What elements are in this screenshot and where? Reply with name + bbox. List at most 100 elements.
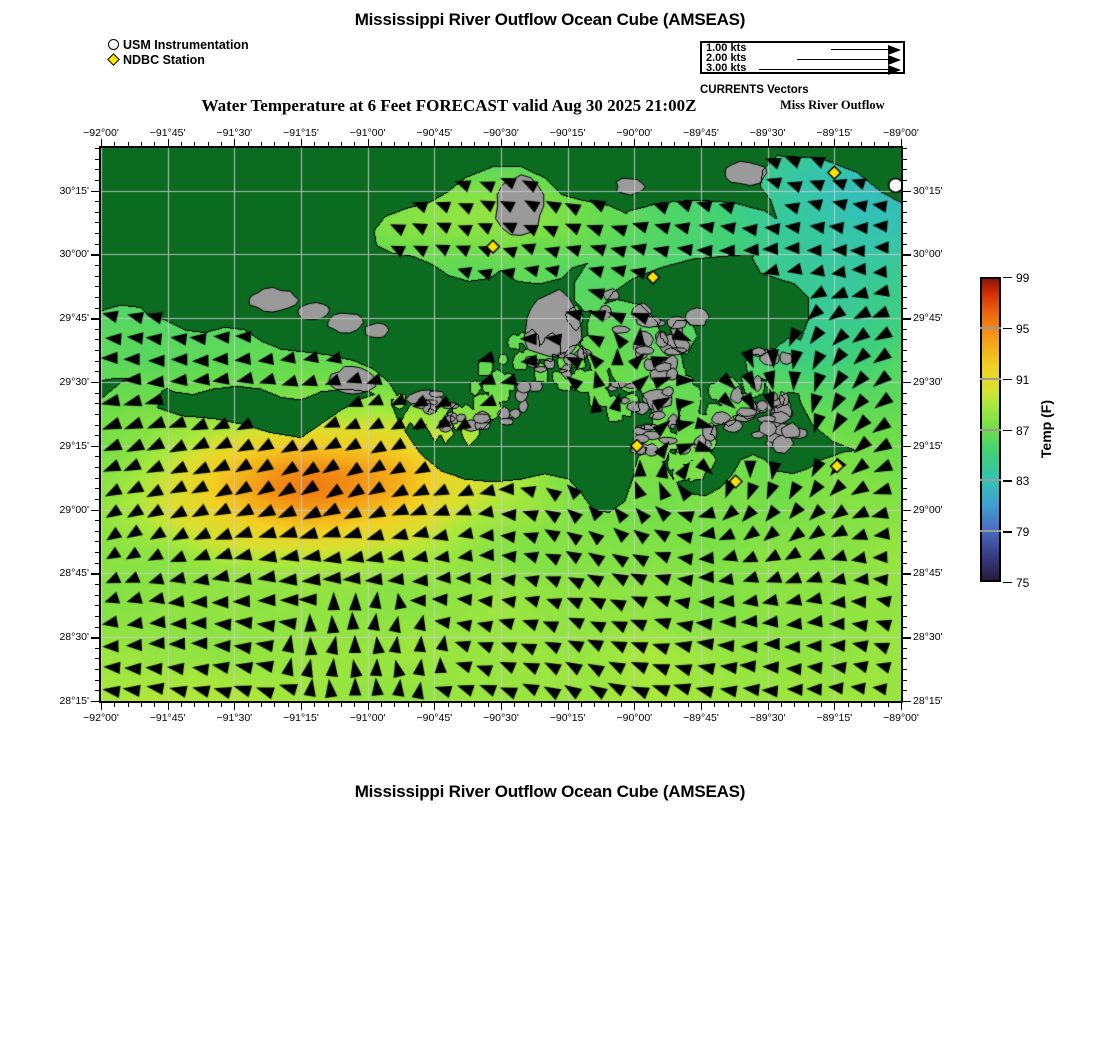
axis-tick (247, 703, 249, 707)
axis-tick (154, 703, 156, 707)
axis-tick (727, 142, 729, 146)
axis-tick (807, 142, 809, 146)
colorbar-tick-label: 79 (1016, 525, 1030, 540)
axis-tick (903, 392, 907, 394)
vector-head-1 (888, 44, 901, 55)
axis-tick (754, 142, 756, 146)
axis-tick (554, 703, 556, 707)
axis-tick (554, 142, 556, 146)
axis-tick (381, 142, 382, 146)
axis-tick (274, 703, 276, 707)
axis-tick (127, 142, 129, 146)
axis-tick (714, 703, 716, 707)
y-axis-tick-label: 30°00' (913, 248, 943, 261)
axis-tick (207, 142, 209, 146)
axis-tick (95, 148, 99, 150)
axis-tick (847, 703, 849, 707)
axis-tick (394, 703, 396, 707)
vector-scale-row-3: 3.00 kts (702, 63, 903, 75)
x-axis-tick-label: −91°15' (283, 127, 319, 139)
axis-tick (434, 703, 436, 710)
x-axis-tick-label: −91°15' (283, 712, 319, 724)
axis-tick (95, 605, 99, 607)
axis-tick (421, 703, 422, 707)
y-axis-tick-label: 29°15' (59, 439, 89, 452)
axis-tick (95, 403, 99, 405)
axis-tick (127, 703, 129, 707)
axis-tick (91, 381, 99, 384)
axis-tick (95, 211, 99, 213)
axis-tick (314, 703, 316, 707)
axis-tick (607, 142, 609, 146)
axis-tick (181, 142, 182, 146)
axis-tick (91, 190, 99, 192)
vector-scale-row-2: 2.00 kts (702, 52, 903, 65)
axis-tick (95, 350, 99, 352)
axis-tick (95, 222, 99, 224)
axis-tick (903, 552, 907, 554)
axis-tick (581, 142, 582, 146)
axis-tick (903, 190, 911, 192)
axis-tick (95, 179, 99, 181)
axis-tick (903, 403, 907, 405)
currents-vector-caption: CURRENTS Vectors (700, 84, 809, 96)
axis-tick (367, 139, 369, 146)
colorbar-tick (1003, 582, 1012, 584)
axis-tick (903, 498, 907, 500)
axis-tick (901, 139, 902, 146)
axis-tick (903, 169, 907, 171)
axis-tick (95, 679, 99, 681)
axis-tick (407, 703, 409, 707)
axis-tick (903, 307, 907, 309)
bottom-caption: Mississippi River Outflow Ocean Cube (AM… (354, 782, 746, 801)
axis-tick (95, 435, 99, 437)
axis-tick (903, 647, 907, 649)
x-axis-tick-label: −91°30' (216, 712, 253, 724)
axis-tick (903, 679, 907, 681)
axis-tick (903, 222, 907, 224)
axis-tick (634, 703, 636, 710)
axis-tick (287, 703, 289, 707)
axis-tick (341, 142, 342, 146)
axis-tick (95, 584, 99, 586)
x-axis-tick-label: −91°00' (349, 127, 386, 139)
y-axis-tick-label: 28°15' (913, 695, 943, 707)
x-axis-tick-label: −90°30' (483, 712, 519, 724)
y-axis-tick-label: 29°15' (913, 439, 943, 452)
axis-tick (661, 142, 662, 146)
colorbar-tick (1003, 480, 1012, 482)
axis-tick (367, 703, 369, 710)
colorbar-tick-line (980, 326, 1001, 329)
colorbar-tick (1003, 429, 1012, 431)
axis-tick (903, 201, 907, 203)
x-axis-tick-label: −92°00' (83, 712, 119, 724)
axis-tick (727, 703, 729, 707)
axis-tick (141, 142, 142, 146)
colorbar-tick (1003, 327, 1012, 330)
axis-tick (767, 139, 769, 146)
axis-tick (95, 594, 99, 596)
axis-tick (767, 703, 769, 710)
map-plot-area[interactable] (99, 146, 903, 703)
axis-tick (903, 254, 911, 256)
axis-tick (874, 703, 876, 707)
y-axis-tick-label: 28°30' (59, 631, 89, 644)
axis-tick (95, 477, 99, 479)
axis-tick (647, 703, 649, 707)
axis-tick (95, 658, 99, 660)
axis-tick (781, 703, 782, 707)
vector-scale-label-2: 2.00 kts (706, 52, 747, 64)
axis-tick (474, 703, 476, 707)
axis-tick (634, 139, 636, 146)
axis-tick (887, 142, 889, 146)
axis-tick (903, 211, 907, 213)
colorbar-tick (1003, 277, 1012, 279)
axis-tick (207, 703, 209, 707)
axis-tick (101, 703, 102, 710)
axis-tick (91, 637, 99, 639)
y-axis-tick-label: 28°45' (59, 567, 89, 580)
axis-tick (301, 703, 302, 710)
x-axis-tick-label: −90°00' (616, 127, 653, 139)
axis-tick (821, 703, 822, 707)
axis-tick (461, 703, 462, 707)
